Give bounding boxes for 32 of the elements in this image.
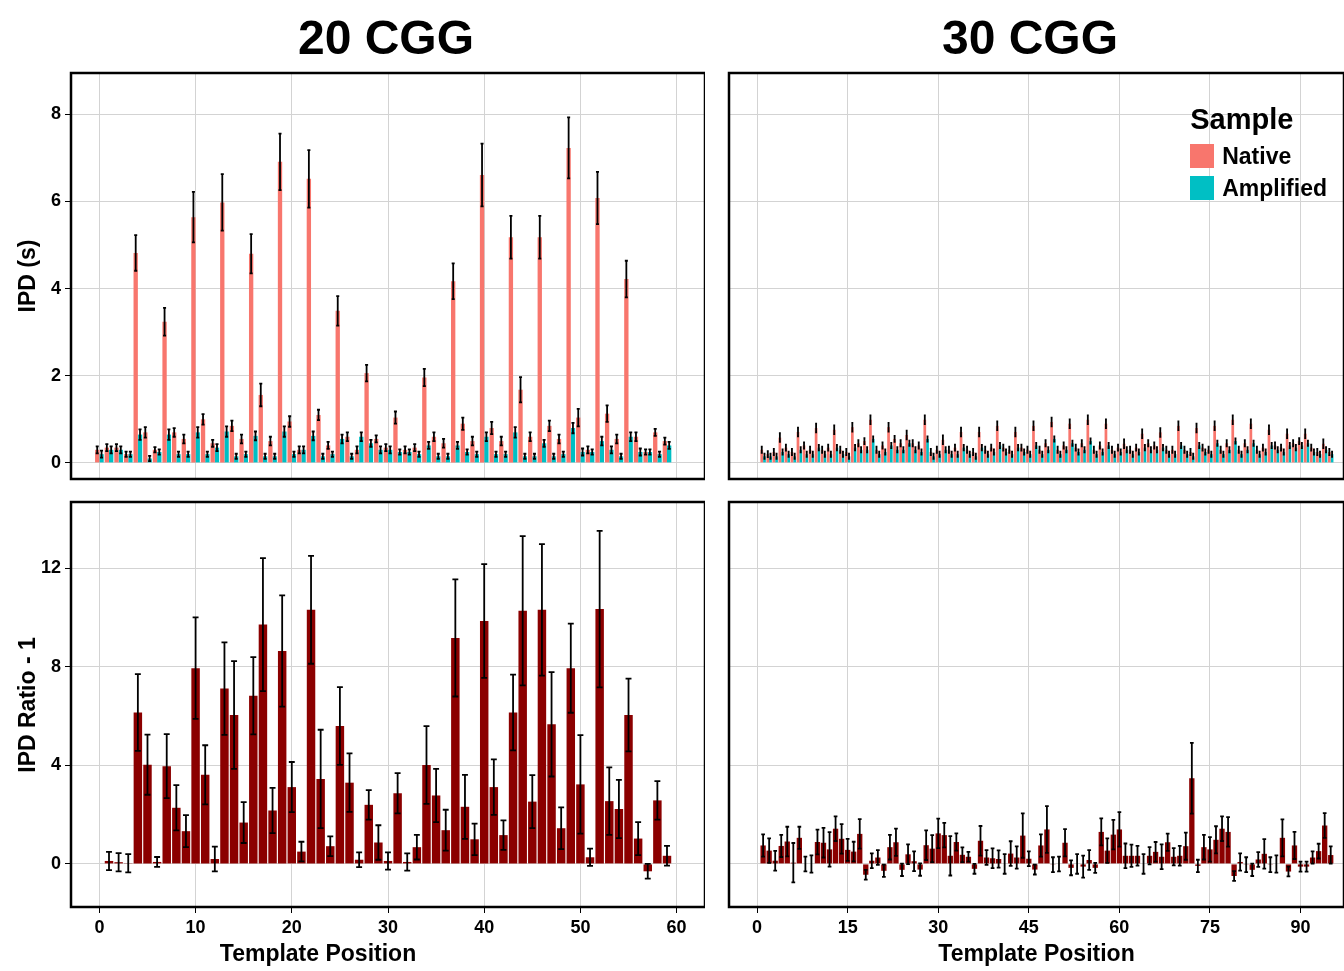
x-tick-label: 20 (281, 916, 302, 937)
y-tick-label: 0 (50, 451, 61, 472)
x-tick-label: 60 (1109, 916, 1130, 937)
legend-label: Native (1222, 142, 1292, 170)
y-axis-title: IPD Ratio - 1 (13, 636, 41, 773)
x-axis-title: Template Position (219, 939, 417, 967)
x-tick-label: 15 (837, 916, 858, 937)
x-tick-label: 40 (474, 916, 495, 937)
y-tick-label: 4 (50, 754, 61, 775)
x-tick-label: 60 (666, 916, 687, 937)
legend-title: Sample (1190, 103, 1295, 136)
x-tick-label: 90 (1290, 916, 1311, 937)
x-tick-label: 45 (1018, 916, 1039, 937)
x-tick-label: 0 (752, 916, 763, 937)
x-axis-title: Template Position (938, 939, 1135, 967)
y-tick-label: 2 (50, 364, 61, 385)
chart-title: 30 CGG (941, 9, 1119, 65)
x-tick-label: 0 (94, 916, 105, 937)
y-tick-label: 8 (50, 103, 61, 124)
x-tick-label: 10 (185, 916, 206, 937)
y-tick-label: 0 (50, 852, 61, 873)
x-tick-label: 30 (928, 916, 949, 937)
chart-title: 20 CGG (297, 9, 475, 65)
y-axis-title: IPD (s) (13, 239, 41, 313)
y-tick-label: 4 (50, 277, 61, 298)
x-tick-label: 50 (570, 916, 591, 937)
legend-label: Amplified (1222, 174, 1327, 202)
x-tick-label: 30 (377, 916, 399, 937)
y-tick-label: 12 (40, 557, 61, 578)
y-tick-label: 6 (50, 190, 61, 211)
x-tick-label: 75 (1199, 916, 1220, 937)
y-tick-label: 8 (50, 655, 61, 676)
